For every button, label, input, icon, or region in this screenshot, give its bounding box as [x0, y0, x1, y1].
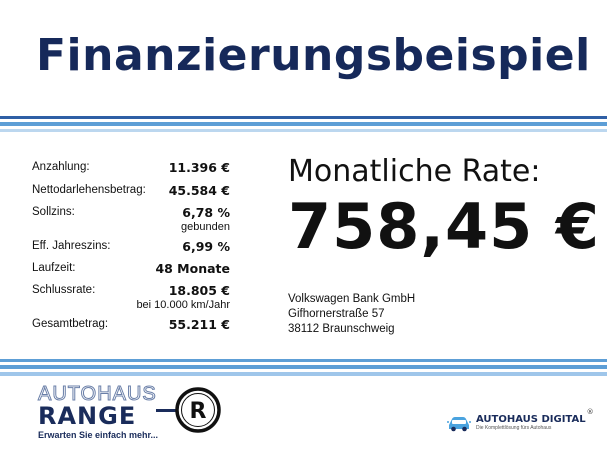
- term-row-eff-jahreszins: Eff. Jahreszins: 6,99 %: [32, 239, 230, 261]
- r-emblem-letter: R: [190, 399, 207, 424]
- term-row-schlussrate: Schlussrate: 18.805 € bei 10.000 km/Jahr: [32, 283, 230, 317]
- car-digital-icon: [447, 417, 471, 432]
- partner-logo: AUTOHAUS DIGITAL Die Komplettlösung fürs…: [446, 408, 594, 434]
- dealer-logo-bar: [156, 409, 192, 412]
- term-value: 11.396 €: [168, 160, 230, 175]
- r-emblem-icon: R: [175, 387, 221, 433]
- dealer-name-big: RANGE: [38, 402, 137, 430]
- bank-street: Gifhornerstraße 57: [288, 308, 385, 320]
- term-label: Eff. Jahreszins:: [32, 240, 111, 252]
- term-label: Nettodarlehensbetrag:: [32, 184, 146, 196]
- term-label: Laufzeit:: [32, 262, 76, 274]
- partner-name-b: DIGITAL: [541, 414, 586, 425]
- dealer-logo: AUTOHAUS RANGE Erwarten Sie einfach mehr…: [37, 383, 192, 440]
- bank-city: 38112 Braunschweig: [288, 323, 395, 335]
- registered-mark: ®: [586, 408, 594, 416]
- term-value: 48 Monate: [155, 261, 230, 276]
- dealer-slogan: Erwarten Sie einfach mehr...: [38, 430, 159, 440]
- dealer-name-top: AUTOHAUS: [37, 383, 157, 405]
- term-label: Schlussrate:: [32, 284, 96, 296]
- term-note: gebunden: [181, 221, 230, 233]
- monthly-rate-label: Monatliche Rate:: [288, 154, 541, 189]
- term-label: Anzahlung:: [32, 161, 90, 173]
- term-row-laufzeit: Laufzeit: 48 Monate: [32, 261, 230, 283]
- term-value: 18.805 €: [168, 283, 230, 298]
- divider-top: [0, 116, 607, 132]
- divider-bottom: [0, 359, 607, 376]
- term-row-sollzins: Sollzins: 6,78 % gebunden: [32, 205, 230, 239]
- term-row-anzahlung: Anzahlung: 11.396 €: [32, 160, 230, 183]
- page-title: Finanzierungsbeispiel: [36, 30, 591, 81]
- term-value: 45.584 €: [168, 183, 230, 198]
- term-row-gesamtbetrag: Gesamtbetrag: 55.211 €: [32, 317, 230, 339]
- term-label: Sollzins:: [32, 206, 75, 218]
- bank-address: Volkswagen Bank GmbH Gifhornerstraße 57 …: [288, 292, 415, 337]
- financing-terms: Anzahlung: 11.396 € Nettodarlehensbetrag…: [32, 160, 230, 339]
- term-value: 6,99 %: [182, 239, 230, 254]
- partner-name-a: AUTOHAUS: [476, 414, 538, 425]
- term-label: Gesamtbetrag:: [32, 318, 109, 330]
- partner-tagline: Die Komplettlösung fürs Autohaus: [476, 425, 552, 431]
- monthly-rate-value: 758,45 €: [288, 190, 600, 263]
- term-note: bei 10.000 km/Jahr: [136, 299, 230, 311]
- bank-name: Volkswagen Bank GmbH: [288, 293, 416, 305]
- term-row-nettodarlehensbetrag: Nettodarlehensbetrag: 45.584 €: [32, 183, 230, 205]
- term-value: 55.211 €: [168, 317, 230, 332]
- term-value: 6,78 %: [182, 205, 230, 220]
